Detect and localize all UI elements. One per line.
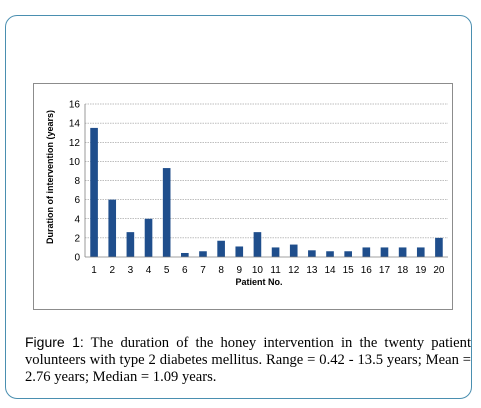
x-tick-label: 7 — [200, 265, 206, 276]
bar-patient-4 — [144, 218, 153, 257]
x-tick-label: 20 — [433, 265, 445, 276]
x-tick-label: 9 — [236, 265, 242, 276]
x-tick-label: 5 — [164, 265, 170, 276]
x-tick-label: 6 — [182, 265, 188, 276]
figure-label: Figure 1: — [25, 334, 84, 350]
x-tick-label: 1 — [91, 265, 97, 276]
bar-patient-7 — [199, 251, 207, 257]
figure-caption: Figure 1: The duration of the honey inte… — [25, 334, 471, 386]
x-tick-label: 3 — [128, 265, 134, 276]
x-tick-label: 15 — [343, 265, 355, 276]
axes — [84, 104, 448, 258]
bars — [90, 127, 443, 257]
x-tick-label: 12 — [288, 265, 300, 276]
x-tick-label: 2 — [109, 265, 115, 276]
bar-patient-20 — [435, 237, 443, 257]
bar-patient-2 — [108, 199, 117, 257]
bar-patient-13 — [308, 250, 316, 257]
bar-patient-11 — [271, 247, 280, 257]
y-axis-title: Duration of intervention (years) — [45, 110, 55, 244]
bar-patient-15 — [344, 251, 352, 257]
x-tick-label: 17 — [379, 265, 391, 276]
bar-patient-19 — [416, 247, 425, 257]
x-tick-label: 14 — [324, 265, 336, 276]
x-tick-label: 18 — [397, 265, 409, 276]
y-tick-label: 2 — [74, 233, 80, 244]
chart-area: 0 2 4 6 8 10 12 14 16 1 2 3 4 5 6 7 8 9 10 11 12 13 14 15 16 17 1… — [33, 83, 453, 310]
bar-patient-6 — [181, 252, 189, 257]
x-tick-label: 11 — [270, 265, 281, 276]
bar-patient-5 — [162, 168, 171, 257]
y-tick-labels: 0 2 4 6 8 10 12 14 16 — [69, 100, 81, 264]
x-tick-label: 4 — [146, 265, 152, 276]
bar-patient-1 — [90, 127, 98, 257]
bar-patient-9 — [235, 246, 244, 257]
bar-patient-8 — [217, 240, 225, 257]
figure-frame: 0 2 4 6 8 10 12 14 16 1 2 3 4 5 6 7 8 9 10 11 12 13 14 15 16 17 1… — [5, 15, 472, 399]
x-tick-label: 13 — [306, 265, 318, 276]
bar-patient-10 — [253, 232, 262, 257]
y-tick-label: 6 — [74, 195, 80, 206]
bar-patient-18 — [398, 247, 407, 257]
y-tick-label: 12 — [69, 138, 81, 149]
x-tick-labels: 1 2 3 4 5 6 7 8 9 10 11 12 13 14 15 16 17 18 19 20 — [91, 265, 445, 276]
bar-patient-16 — [362, 247, 371, 257]
y-tick-label: 0 — [74, 253, 80, 264]
figure-caption-text: The duration of the honey intervention i… — [25, 335, 472, 385]
x-tick-label: 10 — [252, 265, 264, 276]
bar-patient-14 — [326, 251, 334, 257]
bar-patient-12 — [289, 244, 298, 257]
y-tick-label: 10 — [69, 157, 81, 168]
x-tick-label: 19 — [415, 265, 427, 276]
gridlines — [85, 103, 448, 239]
bar-patient-3 — [126, 232, 135, 257]
y-tick-label: 14 — [69, 119, 81, 130]
x-tick-label: 8 — [218, 265, 224, 276]
x-tick-label: 16 — [361, 265, 373, 276]
y-tick-label: 4 — [74, 214, 80, 225]
bar-patient-17 — [380, 247, 389, 257]
x-axis-title: Patient No. — [235, 277, 282, 287]
y-tick-label: 8 — [74, 176, 80, 187]
y-tick-label: 16 — [69, 100, 81, 111]
